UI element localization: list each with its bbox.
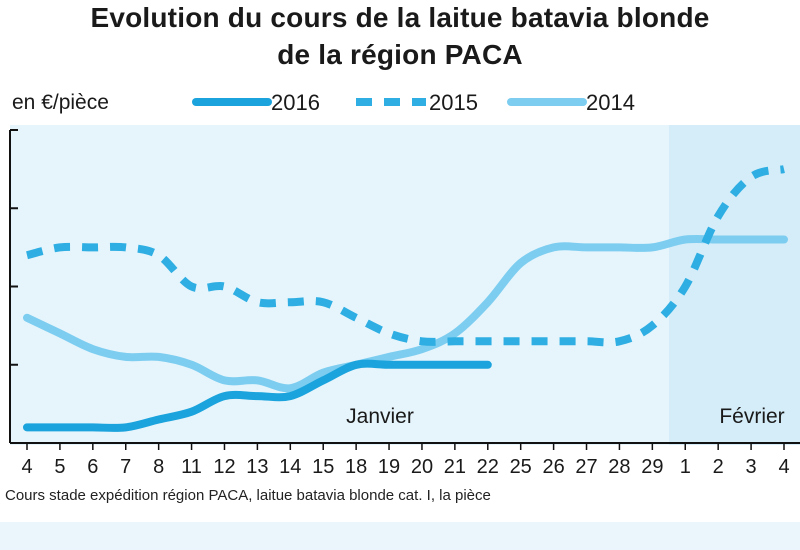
unit-label: en €/pièce: [12, 91, 109, 114]
x-tick-label: 14: [279, 456, 301, 478]
x-tick-label: 12: [213, 456, 235, 478]
x-tick-label: 19: [378, 456, 400, 478]
x-tick-label: 8: [153, 456, 164, 478]
x-tick-label: 20: [411, 456, 433, 478]
legend-swatch-2016: [192, 98, 272, 106]
x-tick-label: 5: [54, 456, 65, 478]
legend-label-2015: 2015: [429, 90, 478, 115]
chart-title-line-1: Evolution du cours de la laitue batavia …: [90, 2, 710, 33]
series-line-2016: [23, 359, 492, 432]
legend-label-2016: 2016: [271, 90, 320, 115]
x-tick-label: 13: [246, 456, 268, 478]
legend-item-2015: 2015: [350, 88, 500, 118]
x-tick-label: 2: [713, 456, 724, 478]
month-label-janvier: Janvier: [346, 405, 414, 428]
series-line-2015: [26, 165, 785, 347]
chart-title-line-2: de la région PACA: [277, 39, 523, 70]
legend-item-2016: 2016: [192, 88, 342, 118]
x-tick-label: 15: [312, 456, 334, 478]
x-tick-label: 6: [87, 456, 98, 478]
month-band-janvier: [10, 125, 669, 445]
series-line-2014: [23, 234, 788, 393]
x-tick-label: 22: [477, 456, 499, 478]
x-tick-label: 27: [575, 456, 597, 478]
legend-item-2014: 2014: [507, 88, 657, 118]
legend-label-2014: 2014: [586, 90, 635, 115]
x-tick-label: 3: [746, 456, 757, 478]
line-chart: 4 5 6 7 8 11 12 13 14 15 18 19 20 21 22 25 26 27 28 29 1 2 3 4J…: [9, 125, 800, 478]
legend-swatch-2014: [507, 98, 587, 106]
x-tick-label: 7: [120, 456, 131, 478]
x-tick-label: 4: [778, 456, 789, 478]
source-note: Cours stade expédition région PACA, lait…: [5, 487, 491, 504]
x-tick-label: 11: [181, 456, 202, 478]
x-tick-label: 18: [345, 456, 367, 478]
x-tick-label: 29: [641, 456, 663, 478]
x-tick-label: 26: [542, 456, 564, 478]
month-label-fevrier: Février: [719, 405, 784, 428]
x-tick-label: 1: [680, 456, 691, 478]
x-tick-label: 4: [21, 456, 32, 478]
legend-swatch-2015: [356, 98, 426, 106]
x-tick-label: 21: [444, 456, 466, 478]
x-tick-label: 25: [510, 456, 532, 478]
footer-band: [0, 522, 800, 550]
x-tick-label: 28: [608, 456, 630, 478]
